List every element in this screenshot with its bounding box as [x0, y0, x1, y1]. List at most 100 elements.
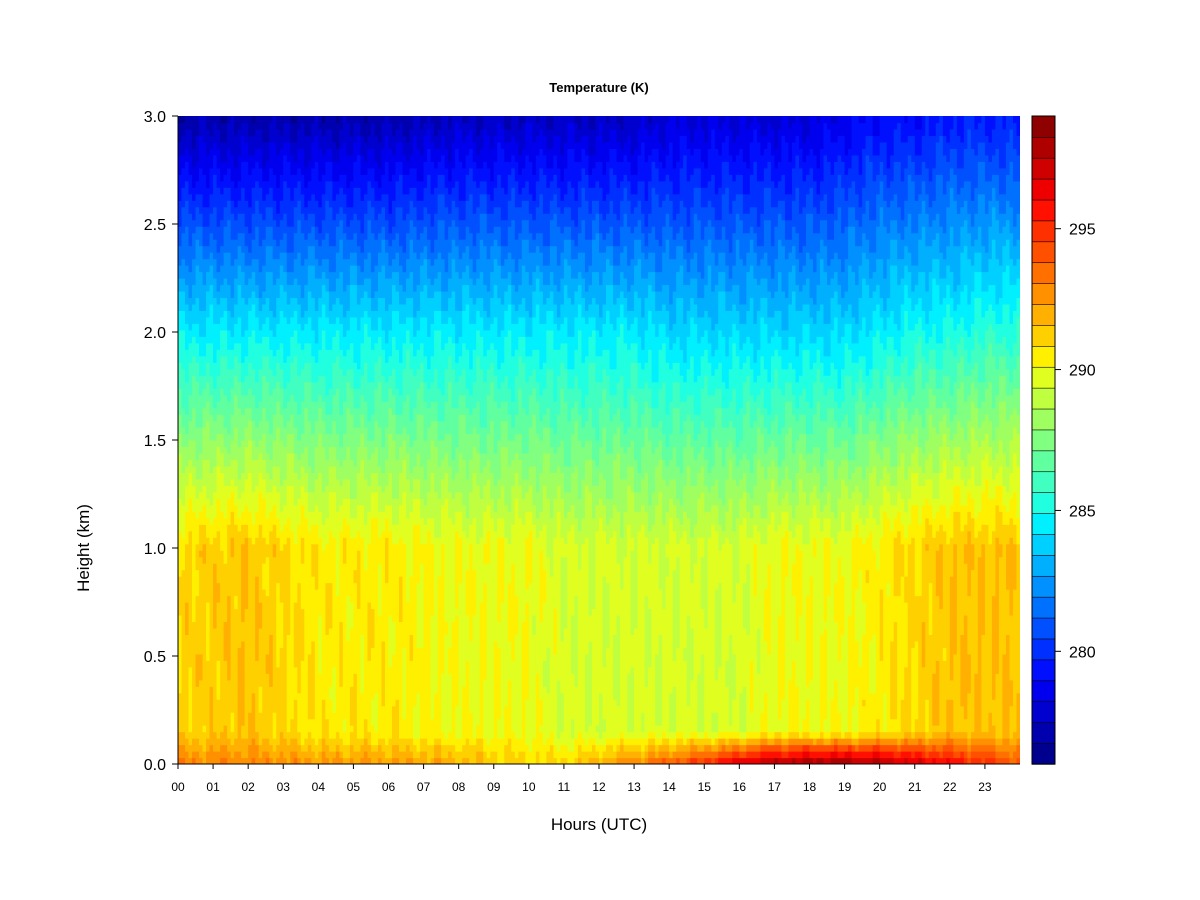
heatmap-cell: [182, 395, 186, 402]
heatmap-cell: [346, 453, 350, 460]
heatmap-cell: [245, 446, 249, 453]
heatmap-cell: [252, 213, 256, 220]
heatmap-cell: [283, 446, 287, 453]
heatmap-cell: [346, 686, 350, 693]
heatmap-cell: [255, 207, 259, 214]
heatmap-cell: [325, 660, 329, 667]
heatmap-cell: [308, 330, 312, 337]
heatmap-cell: [297, 453, 301, 460]
heatmap-cell: [273, 142, 277, 149]
heatmap-cell: [220, 576, 224, 583]
heatmap-cell: [350, 272, 354, 279]
heatmap-cell: [332, 466, 336, 473]
heatmap-cell: [203, 563, 207, 570]
heatmap-cell: [241, 239, 245, 246]
heatmap-cell: [318, 278, 322, 285]
heatmap-cell: [336, 161, 340, 168]
heatmap-cell: [248, 155, 252, 162]
heatmap-cell: [206, 284, 210, 291]
heatmap-cell: [350, 317, 354, 324]
heatmap-cell: [350, 356, 354, 363]
heatmap-cell: [245, 732, 249, 739]
heatmap-cell: [346, 446, 350, 453]
heatmap-cell: [318, 706, 322, 713]
heatmap-cell: [318, 602, 322, 609]
heatmap-cell: [339, 492, 343, 499]
heatmap-cell: [192, 466, 196, 473]
heatmap-cell: [210, 330, 214, 337]
heatmap-cell: [266, 686, 270, 693]
heatmap-cell: [224, 634, 228, 641]
heatmap-cell: [350, 226, 354, 233]
heatmap-cell: [252, 161, 256, 168]
heatmap-cell: [322, 181, 326, 188]
heatmap-cell: [189, 719, 193, 726]
heatmap-cell: [224, 706, 228, 713]
heatmap-cell: [269, 252, 273, 259]
heatmap-cell: [290, 336, 294, 343]
heatmap-cell: [283, 621, 287, 628]
heatmap-cell: [287, 719, 291, 726]
heatmap-cell: [276, 272, 280, 279]
heatmap-cell: [315, 615, 319, 622]
heatmap-cell: [280, 168, 284, 175]
heatmap-cell: [339, 511, 343, 518]
heatmap-cell: [297, 356, 301, 363]
heatmap-cell: [308, 440, 312, 447]
heatmap-cell: [269, 272, 273, 279]
heatmap-cell: [255, 583, 259, 590]
heatmap-cell: [262, 161, 266, 168]
heatmap-cell: [203, 142, 207, 149]
heatmap-cell: [269, 446, 273, 453]
heatmap-cell: [287, 401, 291, 408]
heatmap-cell: [276, 719, 280, 726]
heatmap-cell: [203, 336, 207, 343]
heatmap-cell: [290, 246, 294, 253]
heatmap-cell: [336, 583, 340, 590]
heatmap-cell: [238, 220, 242, 227]
heatmap-cell: [318, 161, 322, 168]
heatmap-cell: [322, 498, 326, 505]
heatmap-cell: [336, 719, 340, 726]
heatmap-cell: [280, 408, 284, 415]
heatmap-cell: [336, 492, 340, 499]
heatmap-cell: [231, 725, 235, 732]
heatmap-cell: [189, 362, 193, 369]
heatmap-cell: [210, 570, 214, 577]
heatmap-cell: [304, 174, 308, 181]
heatmap-cell: [203, 537, 207, 544]
heatmap-cell: [336, 680, 340, 687]
heatmap-cell: [213, 388, 217, 395]
heatmap-cell: [273, 427, 277, 434]
heatmap-cell: [255, 693, 259, 700]
heatmap-cell: [255, 453, 259, 460]
heatmap-cell: [182, 647, 186, 654]
heatmap-cell: [346, 492, 350, 499]
heatmap-cell: [280, 660, 284, 667]
heatmap-cell: [287, 699, 291, 706]
heatmap-cell: [203, 531, 207, 538]
heatmap-cell: [203, 421, 207, 428]
heatmap-cell: [248, 382, 252, 389]
heatmap-cell: [287, 621, 291, 628]
heatmap-cell: [213, 738, 217, 745]
heatmap-cell: [227, 511, 231, 518]
heatmap-cell: [325, 259, 329, 266]
heatmap-cell: [262, 712, 266, 719]
heatmap-cell: [304, 621, 308, 628]
heatmap-cell: [248, 220, 252, 227]
heatmap-cell: [343, 537, 347, 544]
heatmap-cell: [308, 284, 312, 291]
heatmap-cell: [339, 194, 343, 201]
heatmap-cell: [224, 745, 228, 752]
heatmap-cell: [241, 524, 245, 531]
heatmap-cell: [273, 693, 277, 700]
heatmap-cell: [266, 187, 270, 194]
heatmap-cell: [259, 647, 263, 654]
heatmap-cell: [185, 310, 189, 317]
heatmap-cell: [283, 712, 287, 719]
heatmap-cell: [262, 654, 266, 661]
heatmap-cell: [196, 563, 200, 570]
heatmap-cell: [332, 187, 336, 194]
heatmap-cell: [318, 291, 322, 298]
